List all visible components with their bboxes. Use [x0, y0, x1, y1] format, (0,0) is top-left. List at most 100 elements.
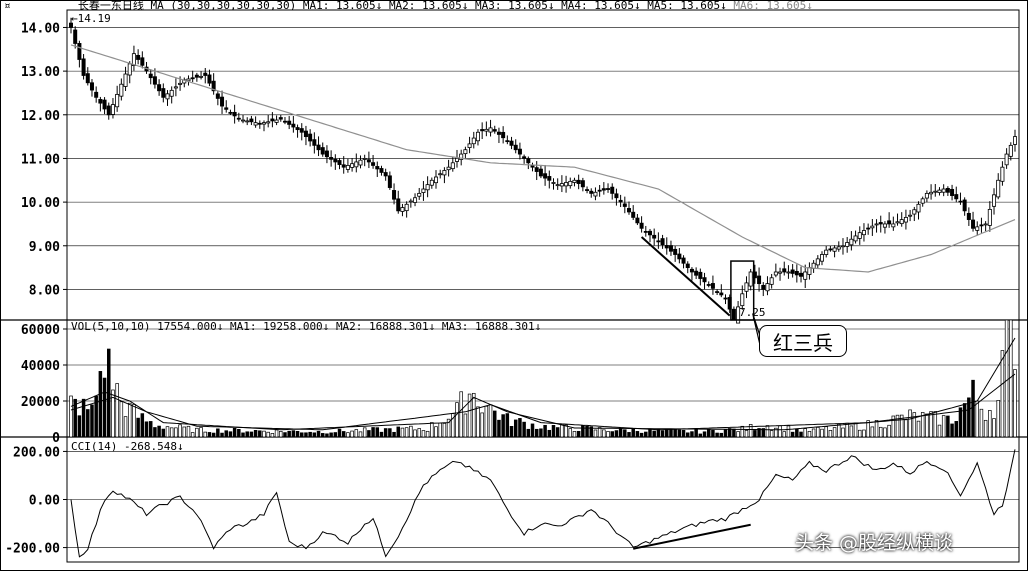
volume-bar: [86, 409, 90, 438]
volume-bar: [400, 427, 405, 438]
volume-bar: [576, 430, 581, 438]
volume-bar: [950, 423, 954, 438]
candle-up: [434, 176, 439, 184]
candle-up: [362, 158, 367, 160]
volume-ma-line: [70, 337, 1016, 431]
candle-down: [287, 120, 292, 125]
volume-bar: [673, 429, 677, 438]
candle-down: [190, 77, 195, 80]
volume-bar: [253, 430, 258, 438]
candle-up: [551, 182, 556, 184]
volume-bar: [832, 427, 837, 438]
volume-bar: [346, 432, 350, 438]
vol-ma3: MA3: 16888.301↓: [441, 320, 542, 333]
candle-down: [161, 88, 166, 98]
volume-bar: [732, 428, 736, 438]
candle-up: [429, 179, 434, 186]
volume-bar: [148, 421, 153, 438]
volume-bar: [501, 414, 505, 438]
cci-tick-label: 0.00: [29, 494, 60, 509]
candle-down: [337, 160, 342, 165]
volume-bar: [593, 429, 598, 438]
candle-up: [1008, 144, 1013, 157]
candle-down: [69, 22, 74, 28]
candle-up: [199, 75, 204, 78]
candle-up: [559, 183, 564, 187]
candle-up: [908, 214, 913, 217]
volume-bar: [1013, 369, 1017, 438]
volume-bar: [904, 419, 908, 438]
candle-up: [778, 271, 783, 274]
candle-down: [530, 165, 535, 168]
candle-up: [484, 128, 489, 132]
price-tick-label: 11.00: [21, 152, 60, 167]
candle-up: [454, 158, 459, 162]
vol-tick-label: 40000: [21, 359, 60, 374]
volume-bar: [795, 428, 799, 438]
candle-down: [580, 180, 585, 188]
candle-down: [501, 131, 506, 139]
volume-bar: [98, 371, 103, 438]
candle-down: [954, 194, 959, 200]
candle-down: [320, 147, 325, 155]
candle-down: [203, 72, 208, 76]
volume-bar: [988, 410, 992, 438]
candle-up: [803, 271, 808, 280]
volume-bar: [241, 432, 245, 438]
volume-bar: [774, 427, 778, 438]
stock-name: 长春一东: [77, 0, 122, 12]
volume-bar: [211, 432, 216, 438]
candle-up: [744, 282, 749, 292]
candle-down: [643, 230, 648, 233]
candle-up: [169, 89, 174, 97]
candle-up: [593, 191, 598, 197]
volume-bar: [421, 430, 426, 438]
volume-bar: [190, 432, 195, 438]
candle-down: [517, 148, 522, 155]
volume-bar: [908, 409, 912, 438]
volume-bar: [409, 425, 413, 438]
volume-bar: [446, 418, 451, 438]
candle-down: [614, 193, 619, 199]
volume-bar: [417, 428, 421, 438]
volume-bar: [597, 427, 602, 438]
volume-bar: [782, 431, 786, 438]
candle-down: [660, 238, 665, 246]
candle-down: [635, 217, 640, 224]
candle-down: [656, 240, 661, 243]
vol-value: 17554.000↓: [157, 320, 224, 333]
candle-down: [698, 271, 703, 279]
candle-up: [815, 258, 820, 266]
candle-down: [496, 131, 501, 135]
volume-bar: [224, 430, 228, 438]
volume-bar: [883, 427, 887, 438]
candle-down: [618, 199, 623, 203]
volume-bar: [522, 421, 526, 438]
candle-up: [765, 283, 770, 292]
volume-bar: [484, 405, 489, 438]
candle-up: [807, 267, 812, 275]
candle-down: [257, 122, 262, 125]
candle-down: [513, 144, 518, 151]
volume-bar: [899, 414, 904, 438]
price-tick-label: 14.00: [21, 21, 60, 36]
volume-ma-line: [70, 373, 1016, 431]
price-tick-label: 13.00: [21, 65, 60, 80]
candle-up: [123, 73, 128, 87]
candle-down: [719, 292, 724, 296]
ma5-value: MA5: 13.605↓: [647, 0, 727, 12]
volume-bar: [941, 415, 946, 438]
price-tick-label: 8.00: [29, 283, 60, 298]
volume-bar: [891, 415, 896, 438]
candle-up: [845, 242, 850, 247]
volume-bar: [769, 430, 774, 438]
title-symbol: ¤: [4, 0, 11, 12]
volume-bar: [639, 432, 644, 438]
candle-up: [165, 93, 170, 100]
candle-up: [186, 78, 191, 82]
volume-bar: [870, 426, 875, 438]
ma2-value: MA2: 13.605↓: [388, 0, 469, 12]
candle-up: [924, 192, 929, 199]
volume-bar: [623, 429, 627, 438]
